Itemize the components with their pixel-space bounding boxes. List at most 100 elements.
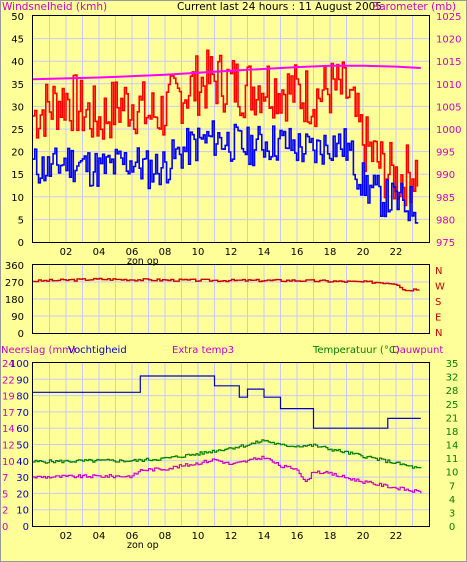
hour-label-bottom: 18 (324, 531, 337, 542)
temperature-axis-tick: 0 (449, 522, 455, 533)
humidity-axis-tick: 90 (16, 375, 29, 386)
hour-label-bottom: 04 (93, 531, 106, 542)
wind-axis-tick: 10 (11, 193, 24, 204)
humidity-axis-tick: 40 (16, 457, 29, 468)
rain-axis-tick: 24 (2, 359, 15, 370)
temperature-axis-tick: 25 (446, 400, 459, 411)
hour-label-bottom: 10 (192, 531, 205, 542)
temperature-axis-tick: 4 (449, 495, 455, 506)
hour-label-bottom: 08 (159, 531, 172, 542)
hour-label-top: 06 (126, 247, 139, 258)
hour-label-bottom: 16 (291, 531, 304, 542)
hour-label-top: 14 (258, 247, 271, 258)
temperature-axis-tick: 3 (449, 508, 455, 519)
temperature-axis-tick: 7 (449, 481, 455, 492)
wind-axis-tick: 50 (11, 12, 24, 23)
temperature-axis-tick: 21 (446, 413, 459, 424)
direction-letter: E (435, 313, 441, 324)
wind-axis-tick: 35 (11, 80, 24, 91)
direction-panel-frame (32, 264, 430, 334)
rain-axis-tick: 10 (2, 457, 15, 468)
direction-axis-tick: 0 (18, 329, 24, 340)
sunrise-label-top: zon op (127, 256, 159, 267)
rain-axis-tick: 12 (2, 441, 15, 452)
humidity-axis-tick: 100 (10, 359, 29, 370)
baro-axis-tick: 995 (436, 148, 455, 159)
hour-label-bottom: 14 (258, 531, 271, 542)
wind-average-line (33, 120, 419, 224)
barometer-line (32, 64, 421, 81)
wind-axis-tick: 40 (11, 57, 24, 68)
temperature-axis-tick: 10 (446, 468, 459, 479)
humidity-axis-tick: 70 (16, 408, 29, 419)
humidity-axis-tick: 30 (16, 473, 29, 484)
baro-axis-tick: 1010 (436, 80, 461, 91)
humidity-axis-tick: 60 (16, 424, 29, 435)
sunrise-label-bottom: zon op (127, 540, 159, 551)
baro-axis-tick: 1015 (436, 57, 461, 68)
temperature-axis-tick: 11 (446, 454, 459, 465)
temperature-line (33, 439, 422, 469)
temperature-axis-tick: 35 (446, 359, 459, 370)
direction-axis-tick: 90 (11, 312, 24, 323)
hour-label-bottom: 06 (126, 531, 139, 542)
direction-axis-tick: 270 (5, 278, 24, 289)
humidity-axis-tick: 20 (16, 489, 29, 500)
hour-label-top: 20 (357, 247, 370, 258)
wind-axis-tick: 30 (11, 102, 24, 113)
direction-axis-tick: 360 (5, 261, 24, 272)
direction-letter: S (435, 297, 441, 308)
hour-label-top: 02 (60, 247, 73, 258)
baro-axis-tick: 1025 (436, 12, 461, 23)
baro-axis-tick: 980 (436, 215, 455, 226)
humidity-axis-tick: 50 (16, 441, 29, 452)
rain-axis-title: Neerslag (mm) (1, 345, 76, 356)
humidity-line (33, 375, 421, 429)
climate-panel-frame (32, 362, 430, 527)
hour-label-top: 04 (93, 247, 106, 258)
hour-label-bottom: 20 (357, 531, 370, 542)
wind-speed-title: Windsnelheid (kmh) (2, 1, 107, 13)
direction-letter: N (435, 266, 442, 277)
series-layer (32, 49, 422, 494)
wind-axis-tick: 15 (11, 170, 24, 181)
rain-axis-tick: 2 (2, 506, 8, 517)
rain-axis-tick: 14 (2, 424, 15, 435)
barometer-title: Barometer (mb) (372, 1, 456, 13)
hour-label-top: 16 (291, 247, 304, 258)
temperature-axis-tick: 18 (446, 427, 459, 438)
humidity-axis-tick: 10 (16, 506, 29, 517)
baro-axis-tick: 1020 (436, 35, 461, 46)
rain-axis-tick: 22 (2, 375, 15, 386)
rain-axis-tick: 7 (2, 473, 8, 484)
hour-label-top: 10 (192, 247, 205, 258)
baro-axis-tick: 985 (436, 193, 455, 204)
rain-axis-tick: 17 (2, 408, 15, 419)
baro-axis-tick: 1000 (436, 125, 461, 136)
temperature-axis-tick: 14 (446, 441, 459, 452)
grid-lines (33, 16, 429, 526)
wind-axis-tick: 25 (11, 125, 24, 136)
wind-axis-tick: 20 (11, 148, 24, 159)
hour-label-bottom: 22 (390, 531, 403, 542)
temperature-axis-tick: 32 (446, 373, 459, 384)
hour-label-top: 08 (159, 247, 172, 258)
hour-label-top: 22 (390, 247, 403, 258)
baro-axis-tick: 975 (436, 238, 455, 249)
rain-axis-tick: 0 (2, 522, 8, 533)
chart-period-title: Current last 24 hours : 11 August 2005 (177, 1, 382, 13)
hour-label-bottom: 12 (225, 531, 238, 542)
temperature-axis-tick: 28 (446, 386, 459, 397)
axis-labels: 0202040406060808101012121414161618182020… (2, 12, 461, 542)
hour-label-top: 18 (324, 247, 337, 258)
dewpoint-axis-title: Dauwpunt (392, 345, 443, 356)
wind-axis-tick: 5 (18, 215, 24, 226)
humidity-axis-tick: 0 (23, 522, 29, 533)
wind-panel-frame (32, 15, 430, 243)
dewpoint-line (33, 455, 422, 494)
hour-label-bottom: 02 (60, 531, 73, 542)
wind-direction-line (33, 277, 420, 292)
rain-axis-tick: 19 (2, 392, 15, 403)
